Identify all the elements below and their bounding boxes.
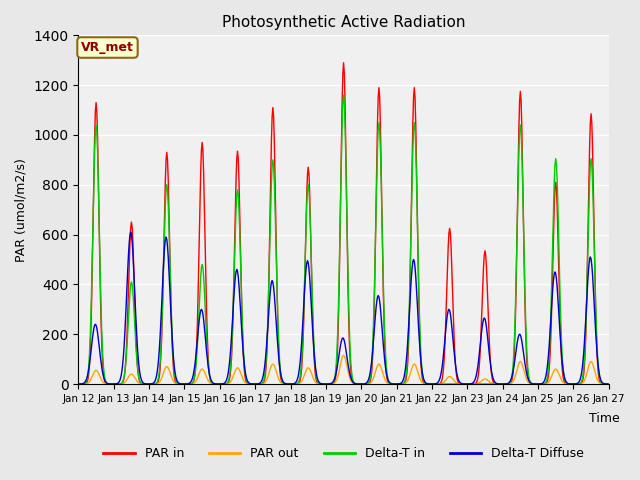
Y-axis label: PAR (umol/m2/s): PAR (umol/m2/s) <box>15 158 28 262</box>
Delta-T Diffuse <box>84 371 92 376</box>
PAR in <box>463 381 471 387</box>
Delta-T in <box>139 381 147 386</box>
PAR out <box>193 377 200 383</box>
Legend: PAR in, PAR out, Delta-T in, Delta-T Diffuse: PAR in, PAR out, Delta-T in, Delta-T Dif… <box>99 442 589 465</box>
Delta-T Diffuse <box>127 229 134 235</box>
Delta-T Diffuse <box>140 380 147 386</box>
PAR in <box>139 381 147 387</box>
Delta-T Diffuse <box>356 381 364 387</box>
PAR in <box>193 352 200 358</box>
Line: PAR in: PAR in <box>79 63 608 384</box>
Delta-T Diffuse <box>424 381 432 387</box>
PAR in <box>424 381 431 387</box>
PAR out <box>408 365 416 371</box>
Delta-T in <box>75 381 83 387</box>
Line: PAR out: PAR out <box>79 355 608 384</box>
PAR in <box>340 60 348 66</box>
PAR in <box>220 381 228 387</box>
Delta-T Diffuse <box>193 341 201 347</box>
Line: Delta-T Diffuse: Delta-T Diffuse <box>79 232 608 384</box>
PAR out <box>424 381 431 387</box>
Delta-T in <box>220 381 228 387</box>
Text: VR_met: VR_met <box>81 41 134 54</box>
PAR out <box>139 381 147 387</box>
PAR out <box>220 381 228 387</box>
PAR in <box>408 161 416 167</box>
PAR out <box>463 381 471 387</box>
Delta-T in <box>193 360 200 365</box>
Delta-T Diffuse <box>221 380 229 385</box>
Delta-T in <box>84 371 92 377</box>
Title: Photosynthetic Active Radiation: Photosynthetic Active Radiation <box>222 15 465 30</box>
PAR in <box>84 376 92 382</box>
Delta-T in <box>408 176 416 181</box>
PAR out <box>84 380 92 386</box>
PAR in <box>75 381 83 387</box>
X-axis label: Time: Time <box>589 412 620 425</box>
Delta-T in <box>340 92 348 98</box>
Delta-T Diffuse <box>409 259 417 264</box>
Delta-T in <box>428 381 436 387</box>
PAR out <box>604 381 612 387</box>
Delta-T in <box>424 381 431 387</box>
Delta-T Diffuse <box>604 381 612 387</box>
PAR out <box>340 352 348 358</box>
Delta-T Diffuse <box>75 381 83 387</box>
PAR in <box>604 381 612 387</box>
Line: Delta-T in: Delta-T in <box>79 95 608 384</box>
Delta-T in <box>604 381 612 387</box>
PAR out <box>75 381 83 387</box>
